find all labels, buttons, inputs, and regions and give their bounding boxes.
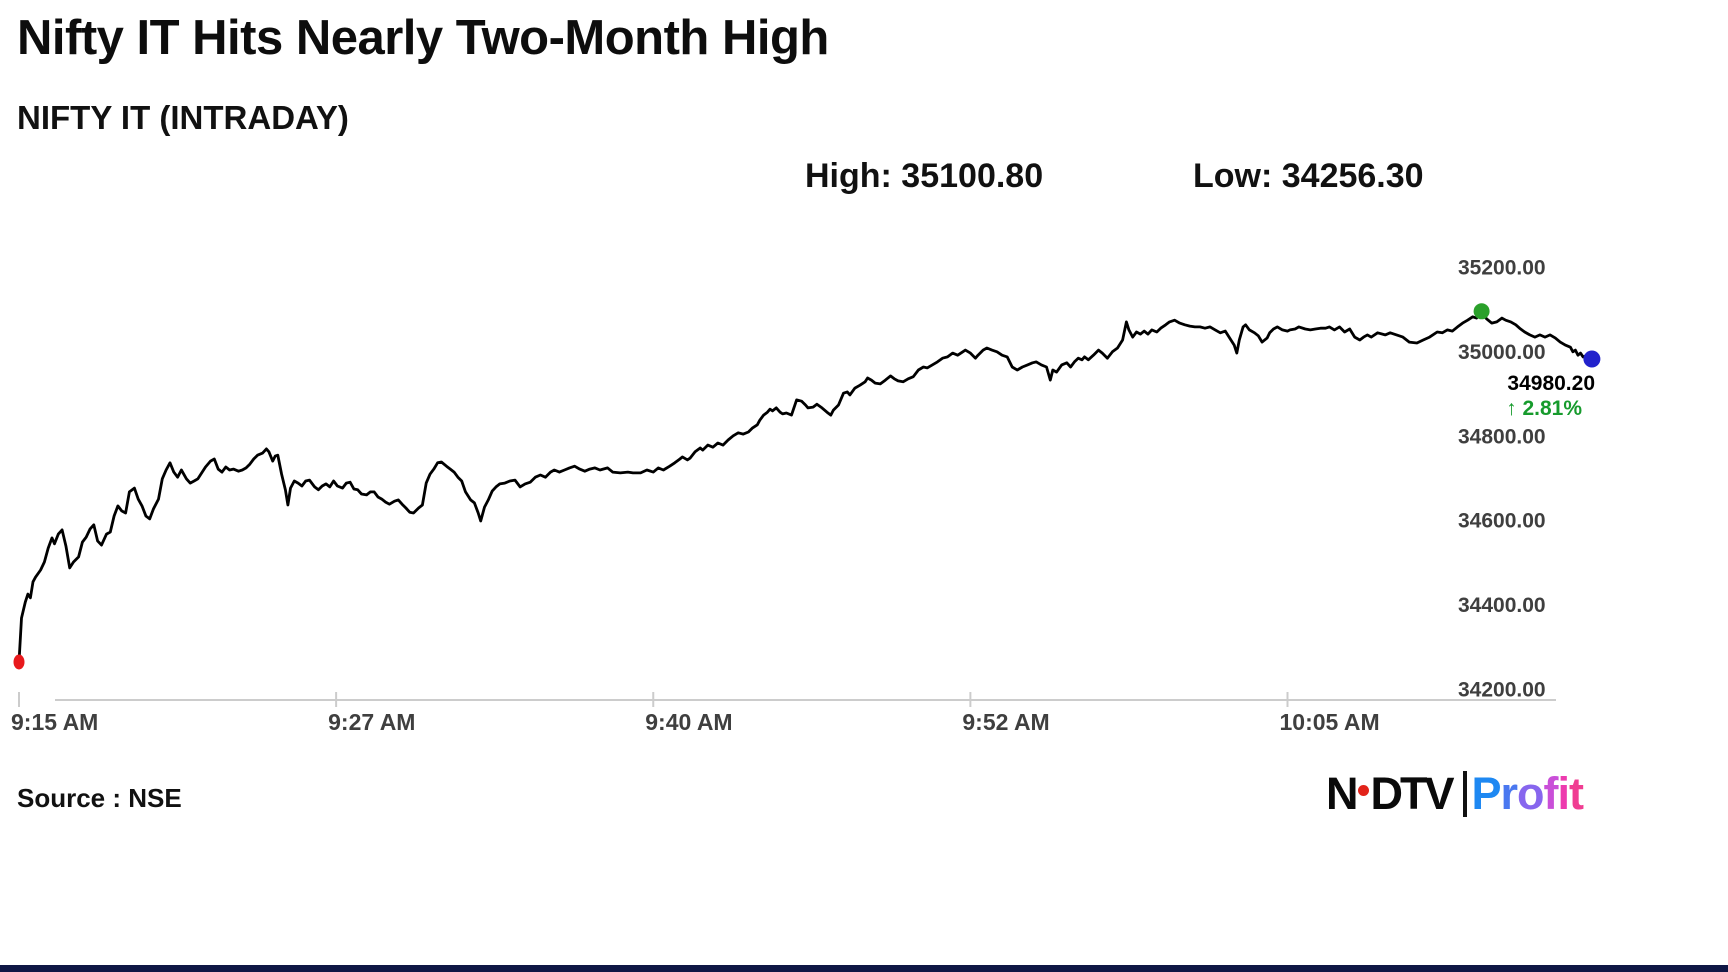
y-axis-tick-label: 34600.00: [1458, 510, 1546, 533]
open-low-marker: [13, 654, 25, 670]
x-axis-tick-label: 9:27 AM: [328, 709, 415, 735]
y-axis-tick-label: 34400.00: [1458, 594, 1546, 617]
x-axis-tick-label: 10:05 AM: [1280, 709, 1380, 735]
y-axis-labels: 35200.00 35000.00 34800.00 34600.00 34400.00…: [1458, 257, 1546, 702]
y-axis-tick-label: 35200.00: [1458, 257, 1546, 280]
x-axis-tick-label: 9:52 AM: [962, 709, 1049, 735]
x-axis-tick-label: 9:15 AM: [11, 709, 98, 735]
price-line-series: [17, 311, 1594, 664]
y-axis-tick-label: 35000.00: [1458, 341, 1546, 364]
chart-subtitle: NIFTY IT (INTRADAY): [17, 99, 349, 136]
ndtv-wordmark: N DTV: [1326, 768, 1455, 819]
y-axis-tick-label: 34200.00: [1458, 679, 1546, 702]
page-title: Nifty IT Hits Nearly Two-Month High: [17, 11, 829, 65]
ndtv-profit-logo: N DTV Profit: [1326, 768, 1585, 820]
last-marker: [1583, 350, 1601, 368]
low-value-label: Low: 34256.30: [1193, 157, 1424, 195]
x-axis-labels: 9:15 AM 9:27 AM 9:40 AM 9:52 AM 10:05 AM: [11, 709, 1380, 735]
x-axis-tick-label: 9:40 AM: [645, 709, 732, 735]
source-credit: Source : NSE: [17, 783, 182, 813]
high-value-label: High: 35100.80: [805, 157, 1044, 195]
series-markers: [13, 303, 1601, 670]
profit-wordmark: Profit: [1471, 768, 1585, 819]
change-percent-annotation: ↑ 2.81%: [1506, 397, 1582, 420]
last-price-annotation: 34980.20: [1507, 372, 1595, 395]
high-marker: [1473, 303, 1490, 320]
logo-divider-bar: [1462, 771, 1467, 817]
bottom-navy-bar: [0, 965, 1728, 972]
x-axis-ticks: [18, 692, 1289, 707]
ndtv-red-dot-icon: [1357, 785, 1369, 796]
up-arrow-icon: ↑: [1506, 397, 1522, 420]
intraday-line-chart: 9:15 AM 9:27 AM 9:40 AM 9:52 AM 10:05 AM 352…: [11, 257, 1601, 735]
y-axis-tick-label: 34800.00: [1458, 425, 1546, 448]
